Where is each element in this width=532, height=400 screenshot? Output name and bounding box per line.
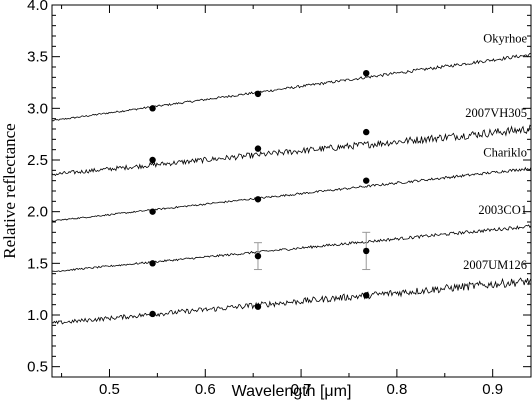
y-tick-label: 3.0 — [27, 100, 48, 117]
data-point — [254, 303, 262, 310]
x-tick-label: 0.7 — [291, 381, 312, 398]
data-points — [149, 70, 370, 318]
x-axis-title: Wavelength [μm] — [232, 383, 352, 400]
data-point — [363, 70, 370, 77]
y-tick-label: 3.5 — [27, 49, 48, 66]
x-tick-label: 0.5 — [99, 381, 120, 398]
data-point — [254, 252, 262, 260]
data-point — [254, 196, 262, 203]
data-point — [149, 156, 156, 164]
y-axis-title: Relative reflectance — [0, 123, 19, 258]
data-point — [254, 90, 262, 98]
x-tick-label: 0.8 — [386, 381, 407, 398]
spectrum-line-okyrhoe — [51, 52, 532, 122]
plot-area — [51, 4, 532, 378]
spectrum-line-2003co1 — [51, 224, 532, 273]
y-tick-label: 1.5 — [27, 255, 48, 272]
tick-labels: 0.5 0.6 0.7 0.8 0.9 0.5 1.0 1.5 2.0 2.5 3.0 3.5 4.0 — [27, 0, 503, 398]
series-labels: Okyrhoe 2007VH305 Chariklo 2003CO1 2007UM126 — [463, 32, 527, 272]
axis-ticks — [52, 4, 531, 377]
series-label: 2007VH305 — [465, 106, 527, 120]
spectrum-line-2007vh305 — [51, 124, 532, 177]
data-point — [363, 292, 370, 299]
x-tick-label: 0.9 — [482, 381, 503, 398]
y-tick-label: 4.0 — [27, 0, 48, 14]
series-label: Chariklo — [483, 145, 527, 159]
data-point — [149, 105, 156, 112]
y-tick-label: 2.0 — [27, 204, 48, 221]
y-tick-label: 1.0 — [27, 307, 48, 324]
plot-border — [51, 4, 532, 378]
data-point — [363, 128, 370, 136]
data-point — [149, 260, 156, 267]
data-point — [363, 177, 370, 184]
data-point — [149, 208, 156, 215]
spectrum-line-chariklo — [51, 166, 532, 222]
x-tick-label: 0.6 — [195, 381, 216, 398]
series-label: Okyrhoe — [483, 32, 527, 46]
y-tick-label: 0.5 — [27, 359, 48, 376]
data-point — [254, 145, 262, 152]
data-point — [363, 247, 370, 255]
series-label: 2003CO1 — [478, 203, 527, 217]
series-label: 2007UM126 — [463, 258, 527, 272]
error-bars — [253, 231, 371, 271]
y-tick-label: 2.5 — [27, 152, 48, 169]
spectra-lines — [51, 52, 532, 325]
data-point — [149, 310, 156, 318]
spectrum-line-2007um126 — [51, 277, 532, 325]
